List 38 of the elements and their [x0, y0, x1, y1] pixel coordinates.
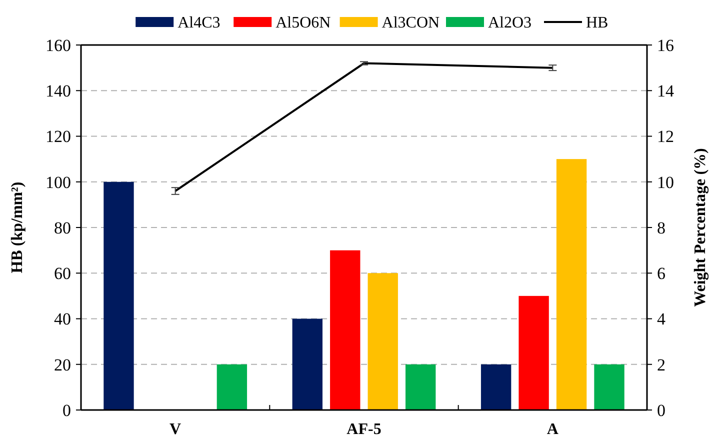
legend-label: Al2O3: [488, 14, 532, 32]
x-tick-label: V: [170, 421, 182, 438]
y-tick-label: 20: [54, 355, 71, 374]
bar: [292, 318, 322, 410]
y-tick-label: 80: [54, 218, 71, 238]
legend-label: Al5O6N: [276, 14, 332, 32]
y2-tick-label: 16: [657, 36, 674, 55]
y2-tick-label: 8: [657, 218, 666, 238]
x-tick-label: AF-5: [346, 421, 382, 438]
y2-tick-label: 10: [657, 172, 674, 192]
bar: [480, 364, 512, 410]
bar: [368, 273, 398, 410]
x-tick-label: A: [546, 421, 559, 438]
y2-tick-label: 14: [657, 82, 674, 101]
bar: [518, 296, 549, 410]
y-tick-label: 120: [46, 127, 71, 146]
y2-tick-label: 6: [657, 264, 666, 284]
bar: [556, 159, 587, 410]
legend-label: Al4C3: [178, 14, 220, 32]
y-tick-label: 40: [54, 310, 71, 329]
y2-axis-title: Weight Percentage (%): [692, 148, 709, 307]
y2-tick-label: 12: [657, 127, 674, 146]
y-tick-label: 60: [54, 264, 71, 284]
bar: [216, 364, 248, 410]
y2-tick-label: 2: [657, 355, 666, 374]
legend-label: Al3CON: [382, 14, 440, 32]
legend-label: HB: [586, 14, 608, 32]
y-tick-label: 140: [46, 82, 71, 101]
y2-tick-label: 0: [657, 400, 666, 420]
y-axis-title: HB (kp/mm²): [9, 182, 26, 274]
y-tick-label: 0: [62, 400, 71, 420]
bar: [104, 182, 134, 410]
y2-tick-label: 4: [657, 310, 666, 329]
bar: [330, 250, 360, 410]
y-tick-label: 100: [46, 172, 71, 192]
bar: [406, 364, 436, 410]
y-tick-label: 160: [46, 36, 71, 55]
bar: [594, 364, 624, 410]
